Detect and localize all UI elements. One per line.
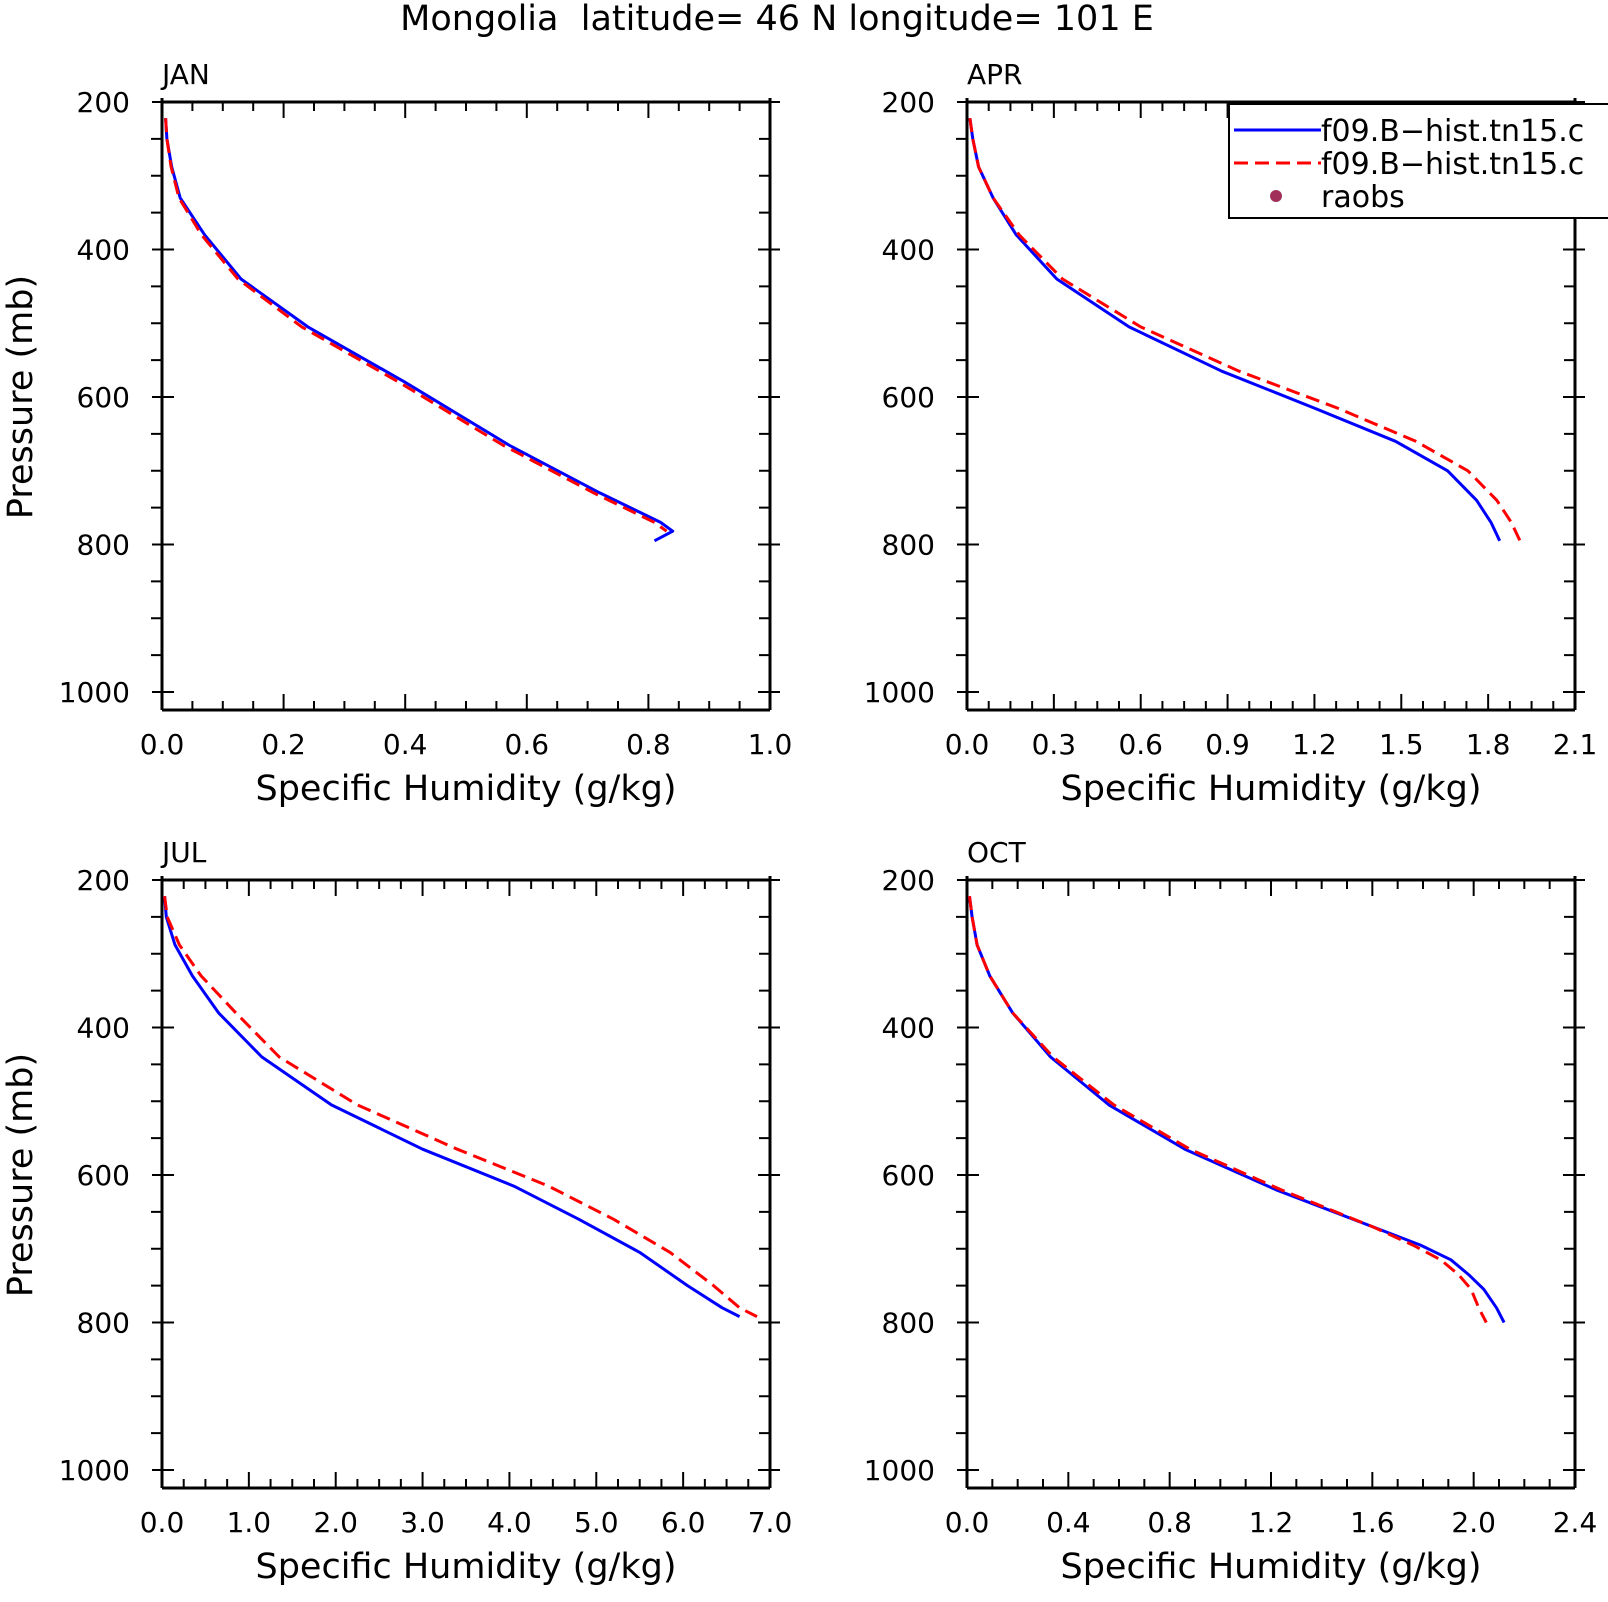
x-tick-label: 0.0 — [945, 728, 990, 761]
x-tick-label: 1.6 — [1350, 1506, 1395, 1539]
x-tick-label: 0.6 — [505, 728, 550, 761]
panel-oct: 0.0 0.4 0.8 1.2 1.6 2.0 2.4 200 400 600 800 1000 OCT… — [864, 836, 1598, 1587]
x-tick-label: 0.0 — [140, 728, 185, 761]
x-tick-label: 0.8 — [626, 728, 671, 761]
legend-label: raobs — [1321, 180, 1405, 215]
y-tick-label: 800 — [77, 529, 130, 562]
y-tick-label: 600 — [77, 381, 130, 414]
series-line-model2 — [968, 896, 1488, 1324]
y-tick-label: 200 — [77, 86, 130, 119]
y-tick-label: 600 — [77, 1159, 130, 1192]
legend-label: f09.B−hist.tn15.c — [1321, 147, 1584, 182]
x-tick-label: 2.0 — [1451, 1506, 1496, 1539]
x-tick-label: 0.2 — [261, 728, 306, 761]
y-tick-label: 1000 — [59, 1454, 130, 1487]
x-tick-label: 1.0 — [227, 1506, 272, 1539]
series-line-model1 — [163, 896, 741, 1318]
y-tick-label: 600 — [882, 381, 935, 414]
y-tick-label: 200 — [77, 864, 130, 897]
panel-apr: 0.0 0.3 0.6 0.9 1.2 1.5 1.8 2.1 200 400 600 800 1000… — [864, 58, 1598, 809]
y-tick-label: 800 — [77, 1307, 130, 1340]
x-tick-label: 1.5 — [1379, 728, 1424, 761]
x-tick-label: 0.9 — [1205, 728, 1250, 761]
x-tick-label: 2.0 — [313, 1506, 358, 1539]
series-line-model2 — [164, 118, 668, 533]
x-tick-label: 1.2 — [1249, 1506, 1294, 1539]
y-tick-label: 400 — [882, 1012, 935, 1045]
series-line-model1 — [164, 118, 675, 543]
legend-swatch-dot — [1270, 190, 1282, 202]
x-tick-label: 0.4 — [383, 728, 428, 761]
series-line-model2 — [968, 117, 1522, 542]
series-line-model2 — [163, 896, 758, 1318]
y-tick-label: 1000 — [864, 1454, 935, 1487]
y-tick-label: 1000 — [59, 676, 130, 709]
series-line-model1 — [968, 896, 1506, 1324]
y-tick-label: 600 — [882, 1159, 935, 1192]
x-axis-label: Specific Humidity (g/kg) — [256, 1547, 677, 1587]
x-tick-label: 0.6 — [1118, 728, 1163, 761]
x-tick-label: 5.0 — [574, 1506, 619, 1539]
chart-title: Mongolia latitude= 46 N longitude= 101 E — [400, 0, 1154, 39]
x-tick-label: 0.3 — [1032, 728, 1077, 761]
panel-jul: 0.0 1.0 2.0 3.0 4.0 5.0 6.0 7.0 200 400 600 800 1000… — [1, 836, 792, 1587]
y-axis-label: Pressure (mb) — [1, 1053, 41, 1297]
legend-box — [1228, 103, 1608, 219]
x-tick-label: 0.0 — [140, 1506, 185, 1539]
panel-label: JUL — [160, 836, 207, 869]
x-tick-label: 0.4 — [1046, 1506, 1091, 1539]
x-tick-label: 2.1 — [1553, 728, 1598, 761]
legend-label: f09.B−hist.tn15.c — [1321, 114, 1584, 149]
x-tick-label: 1.0 — [748, 728, 793, 761]
x-tick-label: 7.0 — [748, 1506, 793, 1539]
x-axis-label: Specific Humidity (g/kg) — [256, 769, 677, 809]
y-axis-label: Pressure (mb) — [1, 275, 41, 519]
x-tick-label: 2.4 — [1553, 1506, 1598, 1539]
y-tick-label: 200 — [882, 864, 935, 897]
y-tick-label: 800 — [882, 529, 935, 562]
x-tick-label: 4.0 — [487, 1506, 532, 1539]
y-tick-label: 1000 — [864, 676, 935, 709]
x-tick-label: 0.0 — [945, 1506, 990, 1539]
x-tick-label: 0.8 — [1147, 1506, 1192, 1539]
x-tick-label: 1.8 — [1466, 728, 1511, 761]
panel-label: APR — [967, 58, 1023, 91]
x-tick-label: 6.0 — [661, 1506, 706, 1539]
panel-label: OCT — [967, 836, 1027, 869]
y-tick-label: 400 — [77, 1012, 130, 1045]
y-tick-label: 400 — [77, 234, 130, 267]
y-tick-label: 800 — [882, 1307, 935, 1340]
y-tick-label: 200 — [882, 86, 935, 119]
x-tick-label: 1.2 — [1292, 728, 1337, 761]
panel-label: JAN — [160, 58, 210, 91]
x-axis-label: Specific Humidity (g/kg) — [1061, 1547, 1482, 1587]
panel-jan: 0.0 0.2 0.4 0.6 0.8 1.0 200 400 600 800 1000 JAN Spe… — [1, 58, 792, 809]
x-tick-label: 3.0 — [400, 1506, 445, 1539]
y-tick-label: 400 — [882, 234, 935, 267]
x-axis-label: Specific Humidity (g/kg) — [1061, 769, 1482, 809]
